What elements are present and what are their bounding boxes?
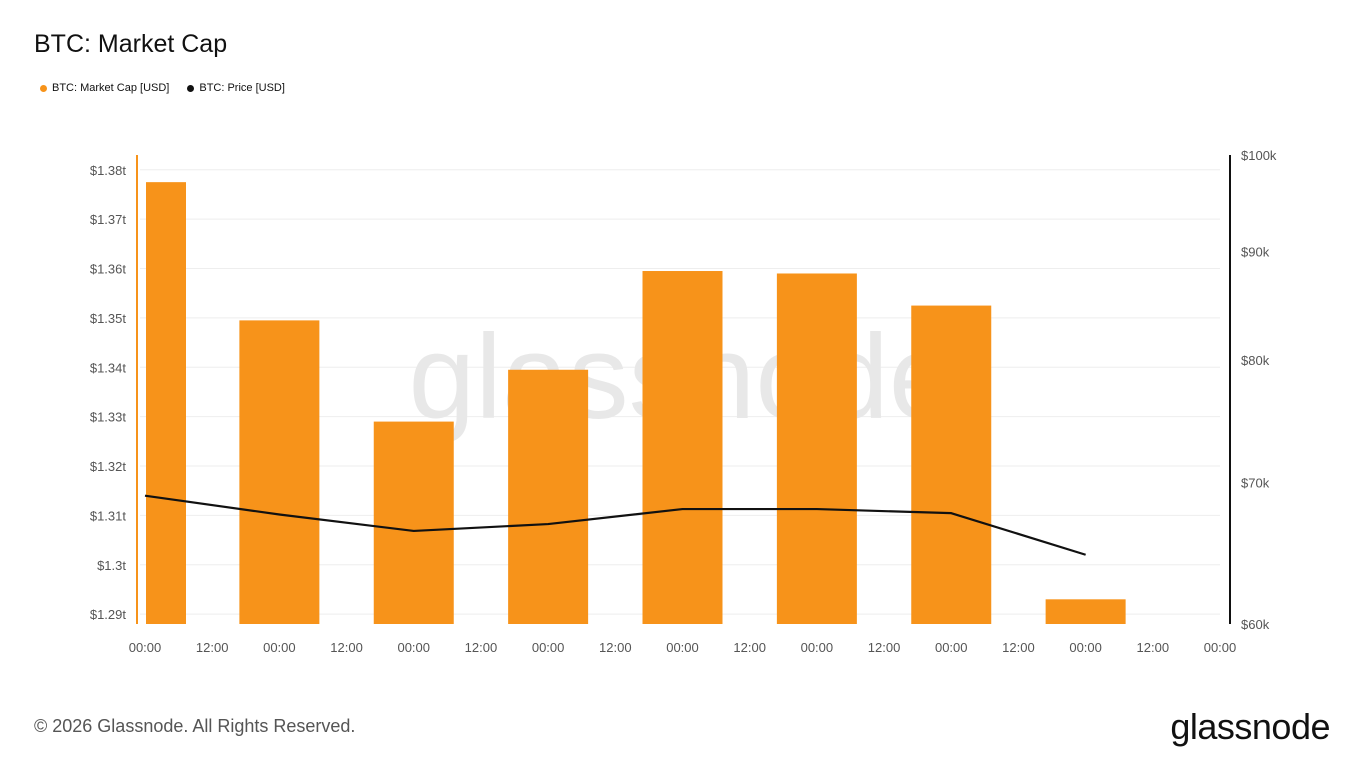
left-tick-label: $1.31t (90, 508, 127, 523)
left-tick-label: $1.36t (90, 262, 127, 277)
chart-title: BTC: Market Cap (34, 30, 228, 58)
market-cap-bar (239, 320, 320, 624)
x-tick-label: 00:00 (263, 640, 296, 655)
market-cap-bar (508, 369, 589, 624)
price-line (144, 494, 1086, 556)
x-tick-label: 00:00 (1204, 640, 1237, 655)
x-tick-label: 12:00 (868, 640, 901, 655)
left-tick-label: $1.37t (90, 212, 127, 227)
x-tick-label: 12:00 (1137, 640, 1170, 655)
x-tick-label: 00:00 (666, 640, 699, 655)
right-tick-label: $90k (1241, 245, 1270, 260)
x-tick-label: 12:00 (1002, 640, 1035, 655)
left-tick-label: $1.3t (97, 558, 126, 573)
price-series (144, 494, 1086, 556)
legend-label-price: BTC: Price [USD] (199, 82, 285, 94)
market-cap-bar (776, 273, 857, 624)
market-cap-bar (911, 305, 992, 624)
x-tick-label: 12:00 (465, 640, 498, 655)
market-cap-bar (373, 421, 454, 624)
glassnode-logo[interactable]: glassnode (1170, 706, 1330, 747)
x-tick-label: 12:00 (196, 640, 229, 655)
x-tick-label: 12:00 (330, 640, 363, 655)
x-tick-label: 00:00 (935, 640, 968, 655)
legend-item-price[interactable]: BTC: Price [USD] (187, 82, 285, 94)
market-cap-bar (146, 182, 186, 624)
right-tick-label: $100k (1241, 148, 1277, 163)
left-tick-label: $1.33t (90, 410, 127, 425)
left-tick-label: $1.35t (90, 311, 127, 326)
market-cap-bar (642, 271, 723, 624)
x-tick-label: 00:00 (129, 640, 162, 655)
left-tick-label: $1.34t (90, 360, 127, 375)
market-cap-bar (1045, 599, 1126, 624)
x-axis-ticks: 00:00 12:00 00:00 12:00 00:00 12:00 00:00 12:00… (129, 640, 1237, 655)
legend-item-market-cap[interactable]: BTC: Market Cap [USD] (40, 82, 169, 94)
right-tick-label: $70k (1241, 475, 1270, 490)
market-cap-legend-dot (40, 84, 47, 92)
legend: BTC: Market Cap [USD] BTC: Price [USD] (40, 82, 285, 94)
left-axis-ticks: $1.29t $1.3t $1.31t $1.32t $1.33t $1.34t $1.35… (90, 163, 127, 622)
market-cap-chart: glassnode $1.29t$1.3t$1.31t$1.32t$1.33t$… (90, 148, 1277, 655)
price-legend-dot (187, 84, 195, 92)
x-tick-label: 00:00 (532, 640, 565, 655)
x-tick-label: 00:00 (397, 640, 430, 655)
x-tick-label: 00:00 (801, 640, 834, 655)
left-tick-label: $1.29t (90, 607, 127, 622)
left-tick-label: $1.32t (90, 459, 127, 474)
x-tick-label: 12:00 (599, 640, 632, 655)
bar-series (146, 182, 1126, 624)
left-tick-label: $1.38t (90, 163, 127, 178)
right-axis-ticks: $60k $70k $80k $90k $100k (1241, 148, 1277, 632)
x-tick-label: 00:00 (1069, 640, 1102, 655)
legend-label-market-cap: BTC: Market Cap [USD] (52, 82, 170, 94)
copyright-text: © 2026 Glassnode. All Rights Reserved. (34, 716, 356, 736)
right-tick-label: $60k (1241, 617, 1270, 632)
x-tick-label: 12:00 (733, 640, 766, 655)
right-tick-label: $80k (1241, 353, 1270, 368)
